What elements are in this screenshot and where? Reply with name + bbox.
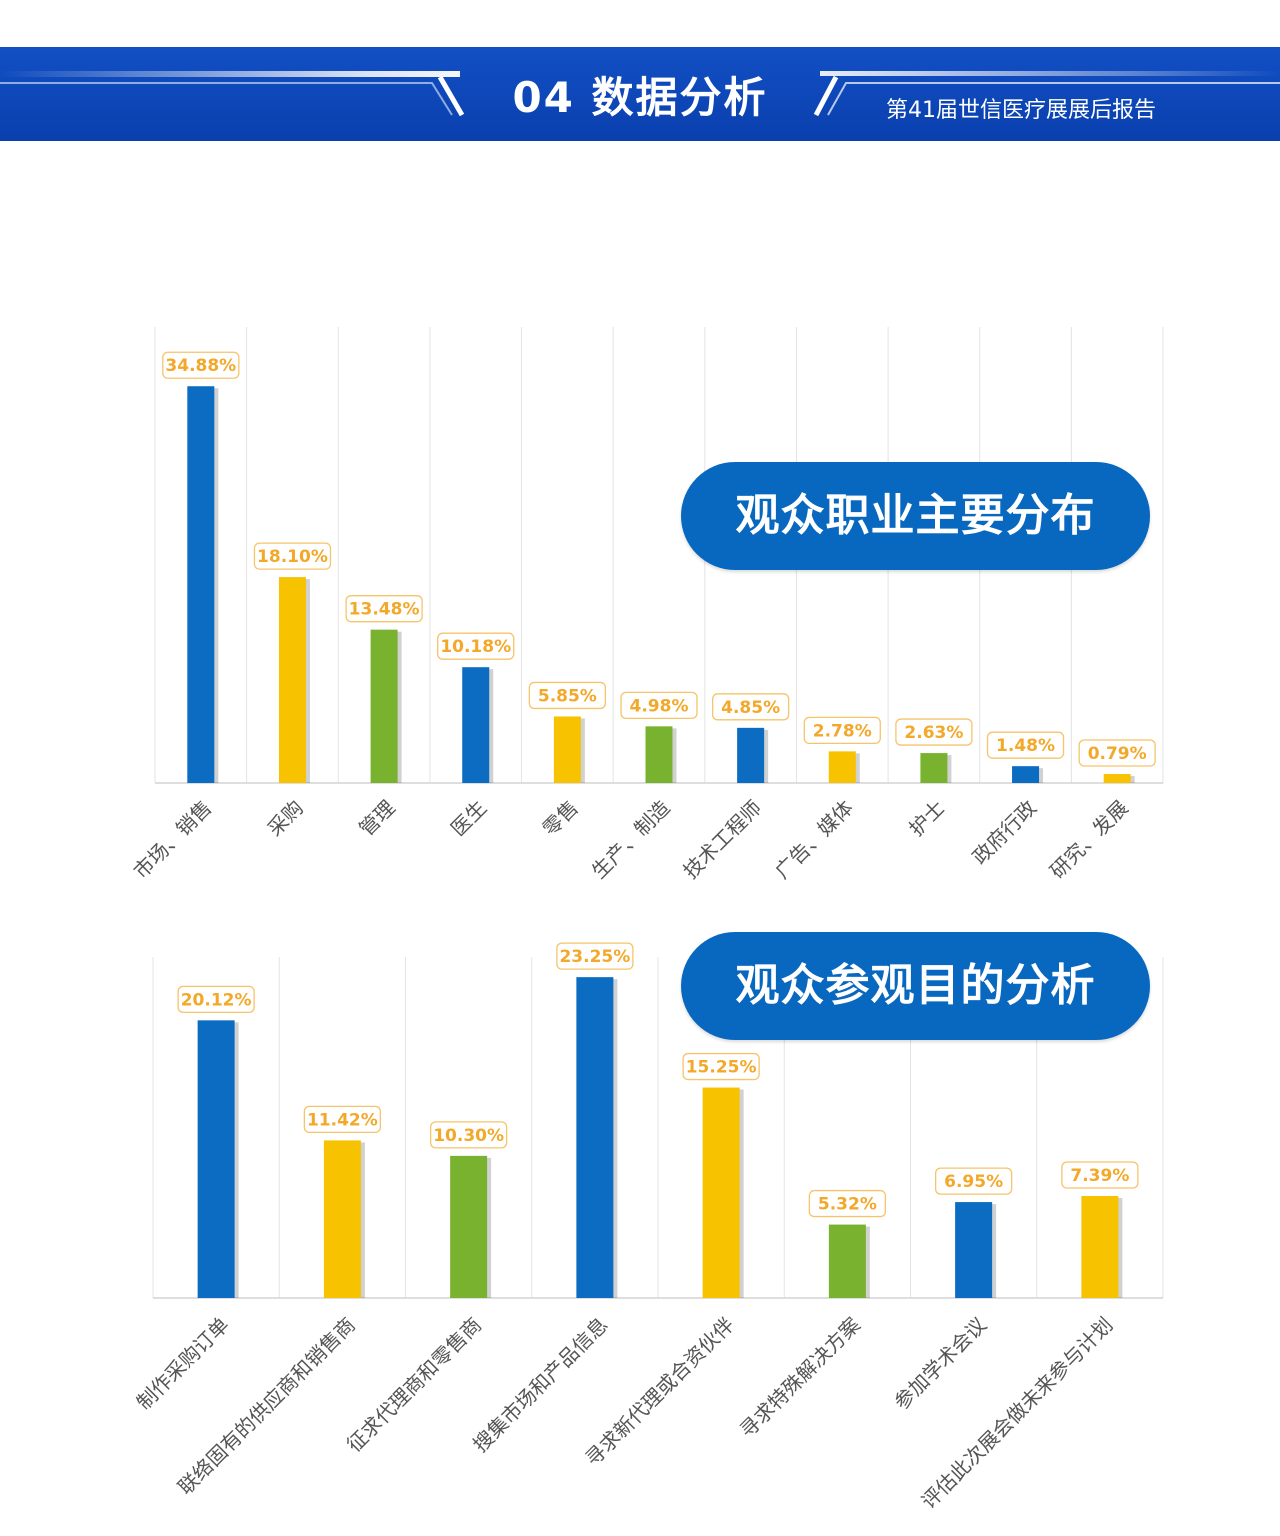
data-label-box (437, 632, 515, 660)
data-label-box (429, 1121, 508, 1149)
data-label: 1.48% (996, 736, 1055, 756)
data-label-box (895, 718, 973, 746)
data-label: 5.32% (818, 1195, 877, 1215)
bar (828, 1224, 866, 1298)
data-label-box (345, 595, 423, 623)
bar (553, 716, 581, 783)
data-label: 7.39% (1070, 1166, 1129, 1186)
data-label-box (556, 942, 634, 970)
bar (955, 1202, 993, 1298)
bar (370, 629, 398, 783)
data-label: 2.78% (813, 721, 872, 741)
data-label: 15.25% (686, 1058, 757, 1078)
bar (323, 1140, 361, 1298)
data-label-box (803, 716, 881, 745)
bar (920, 753, 948, 783)
bar (737, 727, 765, 783)
header-banner: 04 数据分析 第41届世信医疗展展后报告 (0, 47, 1280, 141)
page-title: 04 数据分析 (512, 73, 768, 122)
data-label: 34.88% (165, 356, 236, 376)
data-label: 4.85% (721, 698, 780, 718)
data-label-box (934, 1167, 1013, 1195)
data-label: 0.79% (1088, 744, 1147, 764)
data-label: 4.98% (630, 696, 689, 716)
bar (278, 577, 306, 783)
data-label-box (1078, 739, 1156, 767)
category-label: 征求代理商和零售商 (342, 1313, 486, 1457)
bar (828, 751, 856, 783)
data-label-box (711, 693, 790, 721)
data-label-box (808, 1189, 887, 1218)
bar (450, 1155, 488, 1298)
bar (197, 1020, 235, 1298)
banner-slash-decoration (0, 75, 1280, 117)
data-label: 10.30% (433, 1126, 504, 1146)
data-label: 5.85% (538, 686, 597, 706)
data-label-box (177, 985, 255, 1013)
bar (1081, 1196, 1119, 1298)
chart-title-purpose: 观众参观目的分析 (681, 932, 1150, 1040)
data-label-box (253, 542, 332, 570)
data-label-box (162, 351, 240, 379)
data-label: 23.25% (559, 947, 630, 967)
data-label: 18.10% (257, 547, 328, 567)
bar (462, 667, 490, 783)
category-label: 制作采购订单 (132, 1313, 234, 1415)
data-label: 13.48% (349, 600, 420, 620)
bar (1103, 774, 1131, 783)
bar (702, 1087, 740, 1298)
data-label-box (528, 681, 607, 710)
category-label: 参加学术会议 (889, 1313, 991, 1415)
data-label: 10.18% (440, 637, 511, 657)
report-subtitle: 第41届世信医疗展展后报告 (886, 98, 1156, 123)
category-label: 搜集市场和产品信息 (468, 1313, 612, 1457)
data-label: 11.42% (307, 1110, 378, 1130)
chart-title-occupation: 观众职业主要分布 (681, 462, 1150, 570)
data-label: 20.12% (181, 990, 252, 1010)
banner-left-streak (0, 71, 460, 77)
data-label-box (303, 1105, 382, 1134)
data-label-box (986, 731, 1065, 759)
data-label-box (682, 1052, 760, 1081)
bar (187, 386, 215, 783)
bar (1012, 766, 1040, 783)
category-label: 寻求特殊解决方案 (735, 1313, 865, 1443)
banner-right-streak (820, 71, 1280, 76)
data-label: 2.63% (904, 723, 963, 743)
data-label-box (620, 691, 698, 720)
data-label-box (1061, 1161, 1139, 1189)
bar (576, 977, 614, 1298)
data-label: 6.95% (944, 1172, 1003, 1192)
bar (645, 726, 673, 783)
